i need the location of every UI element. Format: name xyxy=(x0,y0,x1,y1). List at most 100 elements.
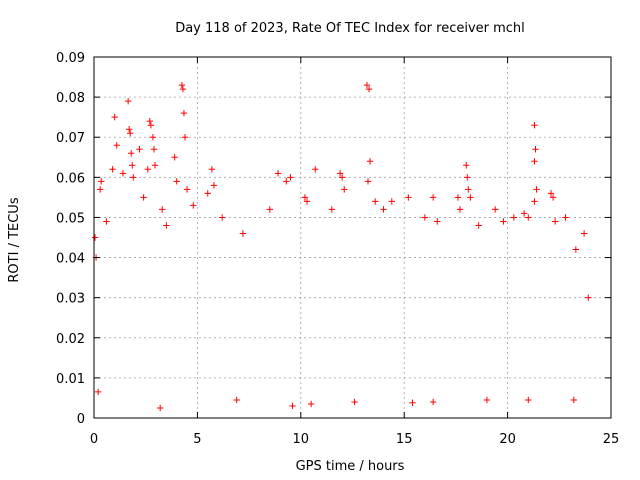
data-points xyxy=(91,81,592,412)
data-point xyxy=(190,202,197,209)
data-point xyxy=(363,81,371,89)
data-point xyxy=(549,194,557,201)
data-point xyxy=(124,97,132,105)
data-point xyxy=(111,113,118,121)
data-point xyxy=(366,158,374,165)
data-point xyxy=(525,214,532,221)
data-point xyxy=(147,121,155,129)
data-point xyxy=(266,206,273,213)
data-point xyxy=(421,214,429,221)
data-point xyxy=(562,214,569,221)
data-point xyxy=(429,398,437,406)
data-point xyxy=(171,154,178,161)
data-point xyxy=(287,174,294,181)
data-point xyxy=(109,166,116,173)
data-point xyxy=(510,214,518,221)
data-point xyxy=(163,222,170,229)
x-tick-label: 5 xyxy=(193,432,201,447)
data-point xyxy=(274,170,282,177)
data-point xyxy=(149,134,157,141)
data-point xyxy=(159,206,166,213)
data-point xyxy=(94,388,102,396)
data-point xyxy=(173,178,180,185)
data-point xyxy=(532,146,539,153)
data-point xyxy=(130,174,137,181)
data-point xyxy=(312,166,319,173)
data-point xyxy=(585,294,592,301)
y-tick-label: 0.02 xyxy=(56,332,85,347)
data-point xyxy=(181,134,189,141)
data-point xyxy=(572,246,580,253)
data-point xyxy=(113,142,120,149)
y-tick-label: 0.05 xyxy=(56,211,85,226)
data-point xyxy=(429,194,437,201)
data-point xyxy=(289,402,296,410)
data-point xyxy=(97,186,104,193)
data-point xyxy=(547,190,555,197)
data-point xyxy=(491,206,499,213)
data-point xyxy=(129,162,136,169)
y-tick-label: 0.07 xyxy=(56,131,85,146)
data-point xyxy=(434,218,441,225)
data-point xyxy=(520,210,528,217)
y-tick-label: 0.09 xyxy=(56,51,85,66)
y-tick-label: 0.08 xyxy=(56,91,85,106)
data-point xyxy=(180,109,188,117)
x-tick-labels: 0 5 10 15 20 25 xyxy=(90,432,619,447)
x-axis-label: GPS time / hours xyxy=(296,459,405,474)
data-point xyxy=(125,126,133,133)
data-point xyxy=(98,178,105,185)
data-point xyxy=(146,117,154,125)
data-point xyxy=(351,398,358,406)
data-point xyxy=(151,162,159,169)
data-point xyxy=(454,194,462,201)
data-point xyxy=(136,146,143,153)
data-point xyxy=(580,230,588,237)
y-tick-labels: 0 0.01 0.02 0.03 0.04 0.05 0.06 0.07 0.08 0.09 xyxy=(56,51,85,427)
data-point xyxy=(409,399,416,406)
data-point xyxy=(239,230,247,237)
data-point xyxy=(475,222,482,229)
data-point xyxy=(126,130,134,137)
data-point xyxy=(464,174,471,181)
data-point xyxy=(551,218,559,225)
x-tick-label: 25 xyxy=(603,432,620,447)
x-tick-label: 10 xyxy=(293,432,310,447)
data-point xyxy=(500,218,507,225)
grid-lines xyxy=(94,57,611,418)
data-point xyxy=(336,170,344,177)
data-point xyxy=(463,162,470,169)
data-point xyxy=(179,85,187,93)
data-point xyxy=(328,206,336,213)
data-point xyxy=(364,178,372,185)
data-point xyxy=(103,218,110,225)
data-point xyxy=(456,206,464,213)
x-tick-label: 0 xyxy=(90,432,98,447)
data-point xyxy=(301,194,309,201)
data-point xyxy=(405,194,412,201)
data-point xyxy=(150,146,158,153)
plot-frame xyxy=(93,56,612,419)
y-tick-label: 0.03 xyxy=(56,292,85,307)
data-point xyxy=(341,186,348,193)
data-point xyxy=(283,178,290,185)
y-tick-label: 0 xyxy=(77,412,85,427)
data-point xyxy=(531,121,538,129)
data-point xyxy=(465,186,472,193)
data-point xyxy=(204,190,211,197)
data-point xyxy=(208,166,216,173)
axis-ticks xyxy=(93,56,612,419)
data-point xyxy=(467,194,474,201)
y-tick-label: 0.06 xyxy=(56,171,85,186)
data-point xyxy=(91,234,99,241)
data-point xyxy=(338,174,346,181)
data-point xyxy=(525,396,532,404)
data-point xyxy=(210,182,218,189)
data-point xyxy=(144,166,151,173)
data-point xyxy=(380,206,387,213)
x-tick-label: 20 xyxy=(499,432,516,447)
data-point xyxy=(531,198,538,205)
data-point xyxy=(372,198,379,205)
data-point xyxy=(388,198,395,205)
